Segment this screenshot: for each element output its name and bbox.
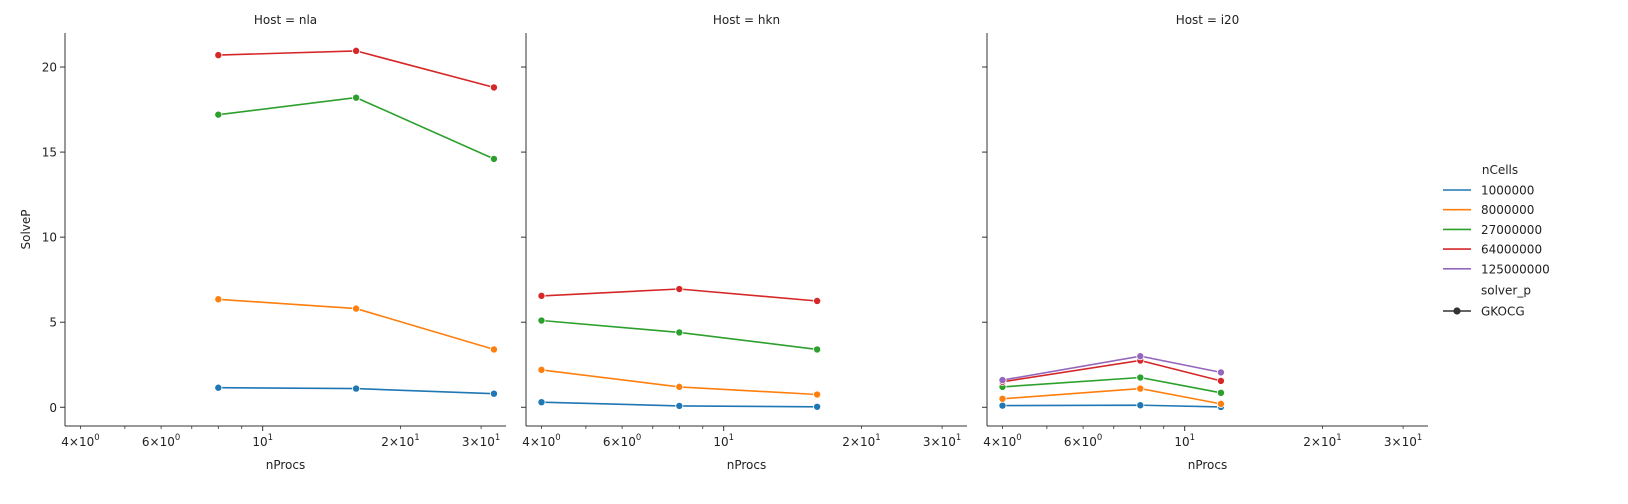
data-point-1000000: [489, 389, 498, 398]
data-point-125000000: [998, 376, 1007, 385]
data-point-1000000: [1136, 401, 1145, 410]
x-minor-tick-label: 4×100: [522, 433, 560, 449]
panel-title: Host = hkn: [713, 13, 780, 27]
data-point-64000000: [675, 285, 684, 294]
data-point-27000000: [489, 154, 498, 163]
data-point-1000000: [675, 401, 684, 410]
data-point-64000000: [537, 291, 546, 300]
data-point-64000000: [489, 83, 498, 92]
data-point-27000000: [1216, 388, 1225, 397]
legend-style-title: solver_p: [1481, 284, 1531, 298]
y-tick-label: 15: [42, 146, 57, 160]
x-minor-tick-label: 2×101: [1303, 433, 1341, 449]
data-point-8000000: [352, 304, 361, 313]
data-point-1000000: [998, 401, 1007, 410]
data-point-8000000: [537, 365, 546, 374]
x-minor-tick-label: 2×101: [842, 433, 880, 449]
facet-panel-3: Host = i20 101 4×100 6×100 2×101 3×101 nProcs: [982, 13, 1428, 472]
panel-title: Host = nla: [254, 13, 317, 27]
x-minor-tick-label: 4×100: [61, 433, 99, 449]
x-minor-tick-label: 3×101: [462, 433, 500, 449]
x-axis-label: nProcs: [727, 458, 767, 472]
data-point-8000000: [675, 382, 684, 391]
x-minor-tick-label: 6×100: [1064, 433, 1102, 449]
data-point-1000000: [214, 383, 223, 392]
data-point-27000000: [352, 93, 361, 102]
data-point-64000000: [1216, 376, 1225, 385]
x-tick-label: 101: [1174, 433, 1195, 449]
y-tick-label: 10: [42, 231, 57, 245]
x-axis-label: nProcs: [1188, 458, 1228, 472]
data-point-27000000: [813, 345, 822, 354]
series-line-27000000: [218, 96, 495, 160]
data-point-27000000: [537, 316, 546, 325]
x-axis-label: nProcs: [266, 458, 306, 472]
data-point-125000000: [1216, 368, 1225, 377]
x-tick-label: 101: [713, 433, 734, 449]
legend-label: 125000000: [1481, 262, 1550, 276]
facet-panel-2: Host = hkn 101 4×100 6×100 2×101 3×101 nProcs: [521, 13, 967, 472]
data-point-1000000: [352, 384, 361, 393]
data-point-27000000: [675, 328, 684, 337]
data-point-64000000: [813, 296, 822, 305]
legend-style-label: GKOCG: [1481, 305, 1525, 319]
series-line-1000000: [1002, 404, 1221, 408]
legend-label: 64000000: [1481, 243, 1542, 257]
x-minor-tick-label: 3×101: [1384, 433, 1422, 449]
data-point-1000000: [537, 398, 546, 407]
legend-title: nCells: [1482, 163, 1518, 177]
x-minor-tick-label: 6×100: [603, 433, 641, 449]
data-point-64000000: [352, 46, 361, 55]
x-minor-tick-label: 6×100: [142, 433, 180, 449]
legend-style-marker: [1453, 307, 1461, 315]
data-point-8000000: [489, 345, 498, 354]
legend-label: 8000000: [1481, 203, 1534, 217]
panel-title: Host = i20: [1176, 13, 1240, 27]
data-point-8000000: [813, 390, 822, 399]
series-line-8000000: [1002, 387, 1222, 405]
x-minor-tick-label: 3×101: [923, 433, 961, 449]
x-minor-tick-label: 2×101: [381, 433, 419, 449]
data-point-64000000: [214, 51, 223, 60]
x-tick-label: 101: [252, 433, 273, 449]
data-point-8000000: [1136, 384, 1145, 393]
data-point-8000000: [1216, 399, 1225, 408]
series-line-64000000: [1002, 359, 1222, 383]
legend-label: 27000000: [1481, 223, 1542, 237]
facet-panel-1: Host = nla 0 5 10 15 20 101 4×100 6×100 2×101 3×10…: [42, 13, 506, 472]
data-point-125000000: [1136, 352, 1145, 361]
legend-label: 1000000: [1481, 184, 1534, 198]
y-tick-label: 0: [49, 401, 57, 415]
data-point-27000000: [1136, 373, 1145, 382]
x-minor-tick-label: 4×100: [983, 433, 1021, 449]
data-point-8000000: [214, 295, 223, 304]
data-point-1000000: [813, 402, 822, 411]
series-line-64000000: [218, 50, 495, 89]
y-tick-label: 5: [49, 316, 57, 330]
legend: nCells 1000000 8000000 27000000 64000000 1250…: [1443, 163, 1550, 319]
y-axis-label: SolveP: [19, 209, 33, 249]
data-point-27000000: [214, 110, 223, 119]
y-tick-label: 20: [42, 61, 57, 75]
data-point-8000000: [998, 394, 1007, 403]
